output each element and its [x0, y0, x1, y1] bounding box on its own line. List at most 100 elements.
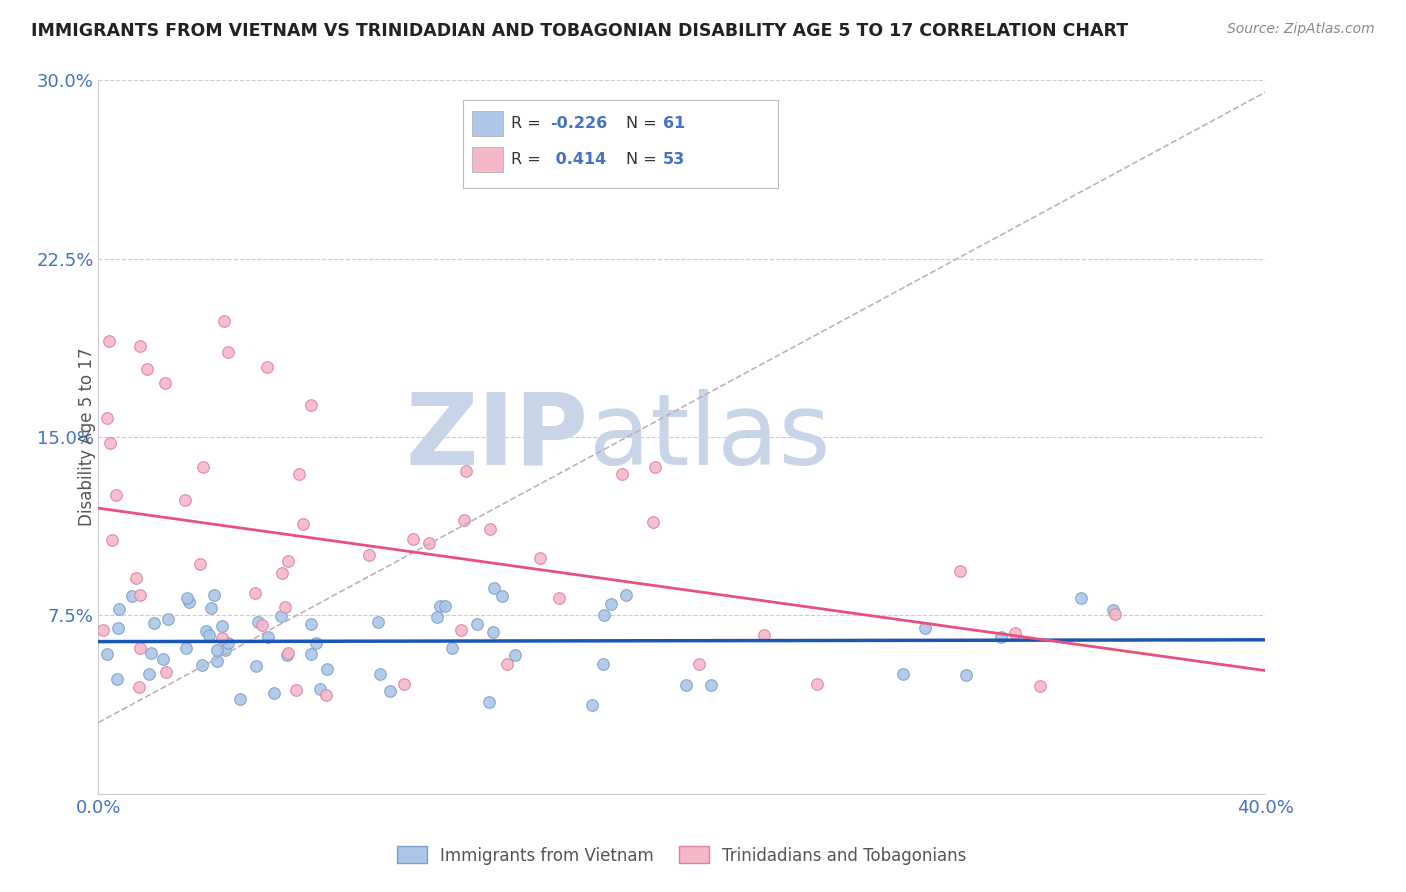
Point — [315, 662, 337, 676]
Point — [482, 581, 505, 595]
Point — [292, 517, 315, 532]
Point — [418, 535, 440, 549]
Point — [105, 673, 128, 687]
Point — [299, 617, 322, 632]
Point — [211, 618, 233, 632]
Point — [581, 698, 603, 713]
Point — [212, 314, 235, 328]
Point — [806, 677, 828, 691]
Point — [108, 602, 131, 616]
Point — [434, 599, 457, 614]
Point — [482, 625, 505, 640]
Point — [138, 666, 160, 681]
Point — [592, 657, 614, 671]
Point — [643, 515, 665, 529]
Point — [96, 411, 118, 425]
Point — [367, 615, 389, 630]
Y-axis label: Disability Age 5 to 17: Disability Age 5 to 17 — [79, 348, 96, 526]
Point — [529, 550, 551, 565]
Point — [100, 533, 122, 547]
Point — [135, 362, 157, 376]
Point — [1070, 591, 1092, 605]
Point — [496, 657, 519, 671]
Point — [270, 566, 292, 580]
Point — [217, 635, 239, 649]
Text: N =: N = — [626, 153, 662, 167]
Point — [754, 628, 776, 642]
Point — [156, 612, 179, 626]
Point — [453, 513, 475, 527]
Point — [593, 608, 616, 623]
Text: R =: R = — [510, 153, 546, 167]
Point — [173, 493, 195, 508]
Point — [288, 467, 311, 481]
Point — [139, 646, 162, 660]
Text: Source: ZipAtlas.com: Source: ZipAtlas.com — [1227, 22, 1375, 37]
Point — [1029, 679, 1052, 693]
Point — [277, 554, 299, 568]
Point — [143, 615, 166, 630]
Point — [1104, 607, 1126, 621]
Point — [198, 628, 221, 642]
Point — [599, 597, 621, 611]
Point — [129, 588, 152, 602]
Point — [276, 646, 298, 660]
Text: R =: R = — [510, 117, 546, 131]
Point — [129, 339, 152, 353]
Point — [200, 601, 222, 615]
Point — [121, 590, 143, 604]
Point — [478, 695, 501, 709]
Point — [107, 621, 129, 635]
Text: ZIP: ZIP — [406, 389, 589, 485]
Point — [91, 623, 114, 637]
Point — [548, 591, 571, 605]
Point — [214, 643, 236, 657]
Point — [204, 589, 226, 603]
Point — [700, 677, 723, 691]
Point — [914, 621, 936, 635]
Point — [217, 345, 239, 359]
Point — [245, 658, 267, 673]
Point — [299, 398, 322, 412]
Point — [378, 684, 401, 698]
Point — [250, 618, 273, 632]
Point — [1004, 625, 1026, 640]
Point — [465, 617, 488, 632]
Point — [211, 631, 233, 645]
Point — [402, 532, 425, 546]
Point — [243, 586, 266, 600]
Point — [616, 588, 638, 602]
Point — [205, 654, 228, 668]
Point — [98, 334, 121, 348]
Point — [274, 599, 297, 614]
Point — [285, 682, 308, 697]
Point — [478, 522, 501, 536]
Point — [426, 609, 449, 624]
Point — [179, 595, 201, 609]
Text: 0.414: 0.414 — [550, 153, 606, 167]
Text: IMMIGRANTS FROM VIETNAM VS TRINIDADIAN AND TOBAGONIAN DISABILITY AGE 5 TO 17 COR: IMMIGRANTS FROM VIETNAM VS TRINIDADIAN A… — [31, 22, 1128, 40]
Point — [98, 435, 121, 450]
Point — [246, 615, 269, 629]
Point — [441, 641, 464, 656]
Point — [675, 678, 697, 692]
Point — [256, 359, 278, 374]
Point — [270, 609, 292, 624]
Point — [129, 640, 152, 655]
Text: N =: N = — [626, 117, 662, 131]
Text: 61: 61 — [662, 117, 685, 131]
Point — [205, 642, 228, 657]
Point — [263, 686, 285, 700]
Point — [152, 652, 174, 666]
Point — [610, 467, 633, 481]
Point — [359, 548, 381, 562]
Point — [276, 648, 298, 662]
Point — [194, 624, 217, 638]
Text: atlas: atlas — [589, 389, 830, 485]
Point — [191, 459, 214, 474]
Point — [176, 591, 198, 605]
Point — [315, 688, 337, 702]
Point — [392, 677, 415, 691]
Point — [191, 658, 214, 673]
Point — [105, 488, 128, 502]
